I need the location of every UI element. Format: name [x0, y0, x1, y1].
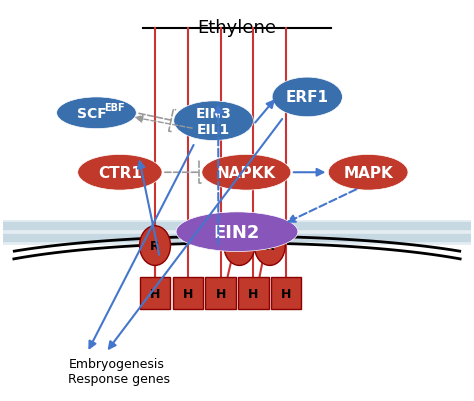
Text: SCF: SCF	[77, 107, 107, 120]
Ellipse shape	[139, 226, 171, 266]
FancyBboxPatch shape	[271, 277, 301, 309]
Text: H: H	[281, 287, 292, 300]
Text: H: H	[150, 287, 160, 300]
FancyBboxPatch shape	[205, 277, 236, 309]
FancyBboxPatch shape	[173, 277, 203, 309]
Ellipse shape	[255, 226, 285, 266]
Text: EIN3
EIL1: EIN3 EIL1	[196, 106, 231, 136]
Text: NAPKK: NAPKK	[217, 165, 276, 180]
Ellipse shape	[272, 78, 342, 117]
Text: H: H	[215, 287, 226, 300]
FancyBboxPatch shape	[140, 277, 170, 309]
Ellipse shape	[224, 226, 255, 266]
Ellipse shape	[176, 213, 298, 252]
Ellipse shape	[174, 101, 254, 141]
Text: R: R	[235, 239, 244, 253]
Text: H: H	[248, 287, 259, 300]
Text: Embryogenesis
Response genes: Embryogenesis Response genes	[68, 357, 170, 385]
Text: MAPK: MAPK	[343, 165, 393, 180]
Text: R: R	[265, 239, 274, 253]
Text: EBF: EBF	[104, 103, 125, 113]
Text: ERF1: ERF1	[286, 90, 329, 105]
Text: H: H	[182, 287, 193, 300]
Ellipse shape	[57, 98, 137, 129]
FancyBboxPatch shape	[238, 277, 269, 309]
Text: Ethylene: Ethylene	[198, 18, 276, 36]
Ellipse shape	[202, 155, 291, 190]
Ellipse shape	[328, 155, 408, 190]
Ellipse shape	[78, 155, 162, 190]
Text: CTR1: CTR1	[98, 165, 142, 180]
Text: R: R	[150, 239, 160, 253]
Text: EIN2: EIN2	[214, 223, 260, 241]
